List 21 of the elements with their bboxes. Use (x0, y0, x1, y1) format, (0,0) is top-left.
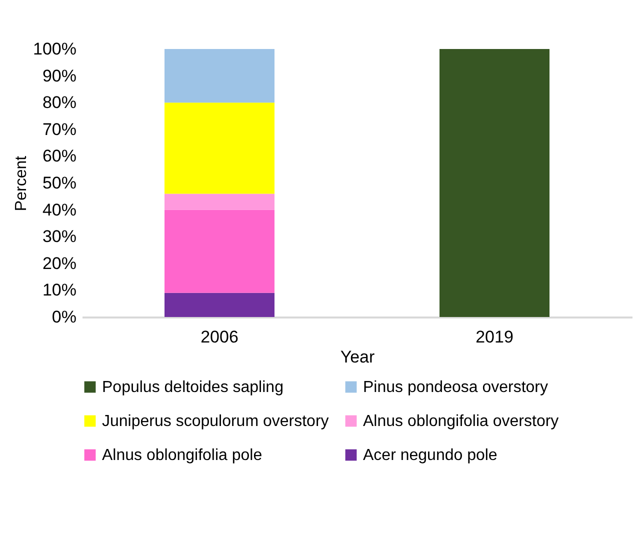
y-tick-label: 70% (42, 120, 76, 139)
legend-label: Pinus pondeosa overstory (363, 379, 548, 396)
legend-label: Populus deltoides sapling (102, 379, 284, 396)
y-tick-label: 100% (33, 40, 76, 58)
x-tick-label: 2019 (476, 328, 514, 346)
y-tick-label: 50% (42, 174, 76, 192)
y-axis-title: Percent (13, 155, 30, 212)
y-tick-label: 0% (52, 308, 76, 326)
x-axis-title: Year (340, 348, 376, 366)
legend-label: Alnus oblongifolia overstory (363, 413, 559, 430)
y-tick-label: 90% (42, 66, 76, 86)
y-tick-label: 10% (42, 280, 76, 300)
y-tick-label: 40% (42, 200, 76, 220)
y-tick-label: 20% (42, 254, 76, 273)
y-tick-label: 80% (42, 93, 76, 112)
legend-label: Alnus oblongifolia pole (102, 447, 262, 464)
legend-label: Acer negundo pole (363, 447, 498, 464)
legend-label: Juniperus scopulorum overstory (102, 413, 329, 430)
x-tick-label: 2006 (200, 328, 238, 346)
y-tick-label: 60% (42, 146, 76, 166)
y-tick-label: 30% (42, 227, 76, 246)
